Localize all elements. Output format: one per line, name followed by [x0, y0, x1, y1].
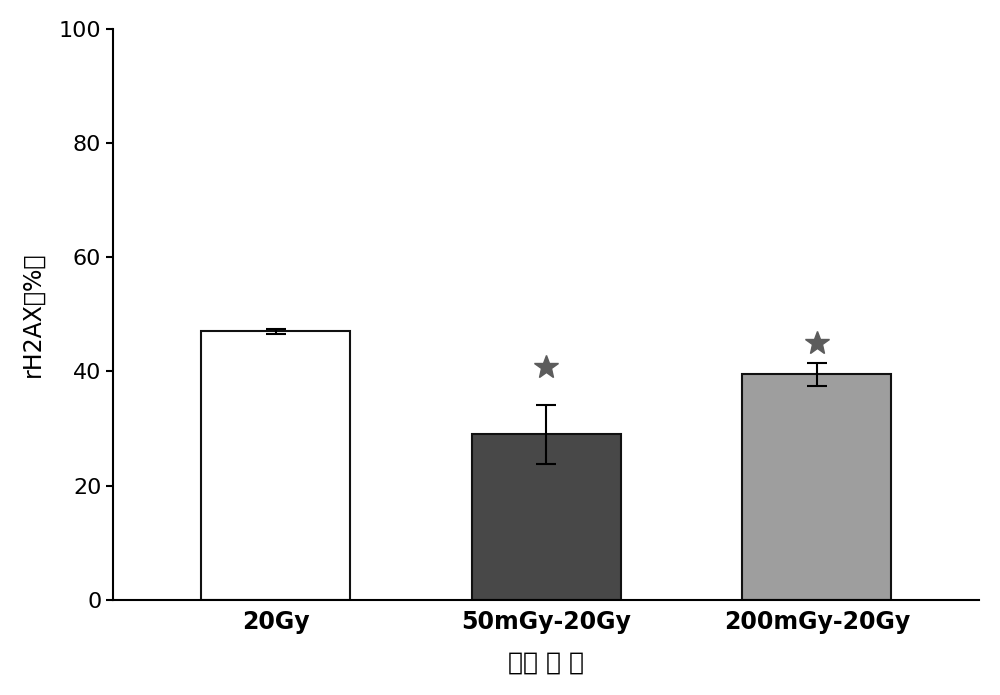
X-axis label: 辐照 剂 量: 辐照 剂 量 [508, 650, 584, 674]
Bar [201, 332, 350, 600]
Y-axis label: rH2AX（%）: rH2AX（%） [21, 252, 45, 377]
Bar [742, 374, 891, 600]
Bar [472, 434, 621, 600]
